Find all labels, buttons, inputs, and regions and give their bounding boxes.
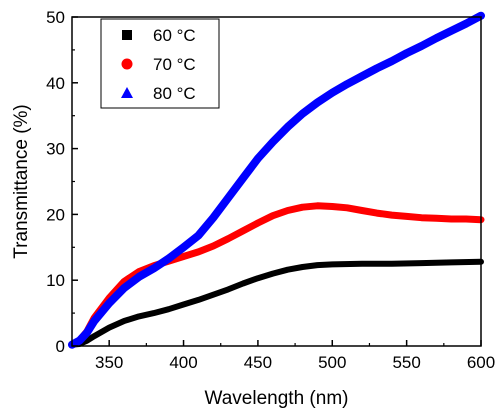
x-tick-label: 350 [95, 353, 123, 372]
x-tick-label: 450 [244, 353, 272, 372]
series-line-1 [69, 258, 484, 348]
series-layer [68, 11, 485, 349]
y-tick-label: 30 [46, 140, 65, 159]
y-axis-ticks: 0 10 20 30 40 50 [46, 8, 78, 356]
x-axis-title: Wavelength (nm) [205, 388, 349, 409]
legend-box [100, 18, 220, 109]
legend-label-2: 70 °C [153, 55, 196, 74]
legend-label-1: 60 °C [153, 26, 196, 45]
y-tick-label: 20 [46, 205, 65, 224]
x-tick-label: 500 [318, 353, 346, 372]
y-tick-label: 50 [46, 8, 65, 27]
x-tick-label: 400 [169, 353, 197, 372]
legend-marker-1 [122, 30, 132, 40]
series-line-2 [68, 202, 485, 349]
legend-label-3: 80 °C [153, 84, 196, 103]
y-tick-label: 0 [56, 337, 65, 356]
y-axis-title: Transmittance (%) [11, 104, 32, 259]
series-line-3 [68, 11, 485, 349]
legend: 60 °C 70 °C 80 °C [100, 18, 220, 109]
legend-marker-3 [121, 87, 133, 98]
x-axis-ticks: 350 400 450 500 550 600 [71, 340, 495, 372]
x-tick-label: 550 [392, 353, 420, 372]
y-tick-label: 10 [46, 271, 65, 290]
y-tick-label: 40 [46, 74, 65, 93]
legend-marker-2 [121, 58, 133, 70]
x-tick-label: 600 [467, 353, 495, 372]
